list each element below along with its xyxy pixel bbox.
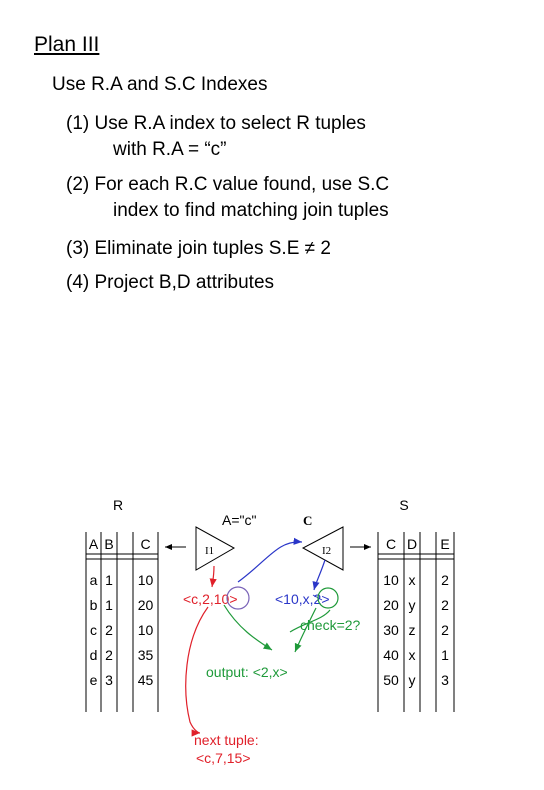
relation-r-header-b: B xyxy=(104,536,113,552)
index-i2-attribute: C xyxy=(303,513,312,528)
relation-s-cell: y xyxy=(409,597,416,613)
relation-s-cell: 3 xyxy=(441,672,449,688)
step-2-line1: (2) For each R.C value found, use S.C xyxy=(66,174,390,195)
relation-r-cell: 45 xyxy=(138,672,154,688)
index-i2-label: I2 xyxy=(322,545,331,557)
index-i2: I2 C xyxy=(301,513,344,571)
relation-r-cell: 2 xyxy=(105,647,113,663)
relation-r-cell: a xyxy=(90,572,98,588)
tuple-r: <c,2,10> xyxy=(183,591,238,607)
check-label: check=2? xyxy=(300,617,361,633)
relation-r-cell: 2 xyxy=(105,622,113,638)
arrow-s-to-output xyxy=(294,607,317,653)
index-i1-condition: A="c" xyxy=(222,512,256,528)
next-tuple-label: next tuple: xyxy=(194,732,259,748)
relation-r-cell: 10 xyxy=(138,572,154,588)
check-connector xyxy=(289,609,331,633)
step-1: (1) Use R.A index to select R tuples wit… xyxy=(66,111,366,163)
relation-s-header-d: D xyxy=(407,536,417,552)
relation-r-cell: c xyxy=(90,622,97,638)
relation-r-cell: 10 xyxy=(138,622,154,638)
relation-r-header-c: C xyxy=(140,536,150,552)
relation-s-header-c: C xyxy=(386,536,396,552)
relation-r-name: R xyxy=(113,497,123,513)
relation-s-cell: x xyxy=(409,572,416,588)
relation-s-name: S xyxy=(399,497,408,513)
relation-s-cell: 1 xyxy=(441,647,449,663)
highlight-r-c xyxy=(226,586,250,610)
relation-r-cell: 3 xyxy=(105,672,113,688)
arrow-r-to-output xyxy=(223,604,273,651)
relation-s-cell: 2 xyxy=(441,622,449,638)
relation-r-cell: 35 xyxy=(138,647,154,663)
relation-r-cell: 1 xyxy=(105,597,113,613)
arrow-i1-to-tuple xyxy=(209,565,217,588)
output-label: output: <2,x> xyxy=(206,664,288,680)
relation-s-cell: 10 xyxy=(383,572,399,588)
next-tuple-value: <c,7,15> xyxy=(196,750,251,766)
relation-s-cell: x xyxy=(409,647,416,663)
relation-s-cell: y xyxy=(409,672,416,688)
highlight-s-e xyxy=(317,587,339,609)
arrow-i2-to-tuple xyxy=(312,559,326,591)
relation-s-cell: 2 xyxy=(441,597,449,613)
relation-r-header-a: A xyxy=(89,536,99,552)
step-2-line2: index to find matching join tuples xyxy=(113,200,389,221)
arrow-value-to-i2 xyxy=(237,537,303,583)
step-2: (2) For each R.C value found, use S.C in… xyxy=(66,172,389,224)
index-i1: I1 A="c" xyxy=(195,512,256,571)
relation-r-cell: b xyxy=(90,597,98,613)
step-1-line1: (1) Use R.A index to select R tuples xyxy=(66,113,366,134)
subtitle: Use R.A and S.C Indexes xyxy=(52,74,268,95)
relation-s-cell: 2 xyxy=(441,572,449,588)
relation-r-cell: 1 xyxy=(105,572,113,588)
arrow-next-tuple xyxy=(185,606,209,737)
relation-r-cell: 20 xyxy=(138,597,154,613)
relation-s-cell: 30 xyxy=(383,622,399,638)
relation-s-cell: z xyxy=(409,622,416,638)
step-1-line2: with R.A = “c” xyxy=(113,139,227,160)
relation-s-header-e: E xyxy=(440,536,449,552)
page-title: Plan III xyxy=(34,33,100,56)
step-3: (3) Eliminate join tuples S.E ≠ 2 xyxy=(66,238,331,259)
tuple-s: <10,x,2> xyxy=(275,591,330,607)
relation-s-cell: 40 xyxy=(383,647,399,663)
relation-r-cell: e xyxy=(90,672,98,688)
step-4: (4) Project B,D attributes xyxy=(66,272,275,293)
relation-s-cell: 20 xyxy=(383,597,399,613)
relation-s-cell: 50 xyxy=(383,672,399,688)
index-i1-label: I1 xyxy=(205,545,214,557)
relation-r-cell: d xyxy=(90,647,98,663)
